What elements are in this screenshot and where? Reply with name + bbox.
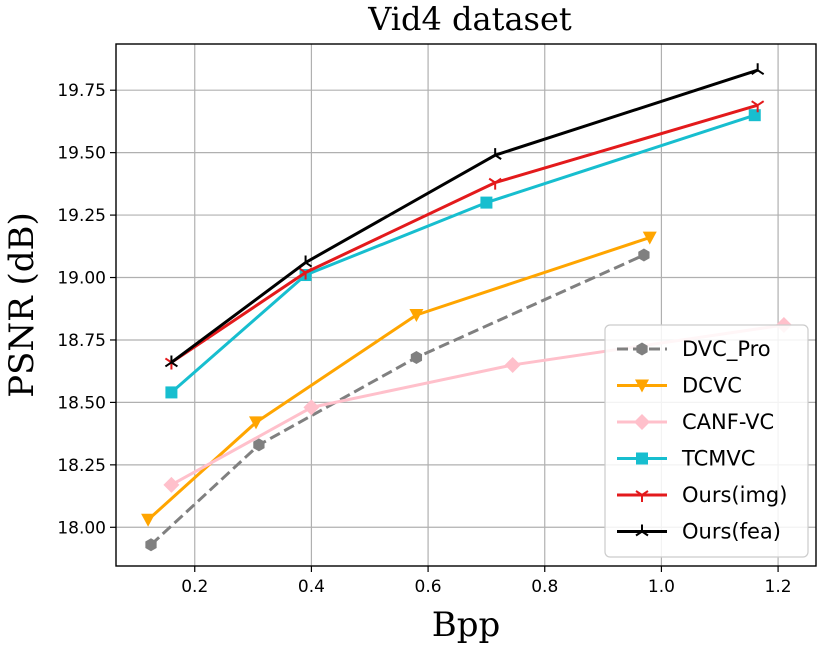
dvc-pro-point (638, 248, 650, 262)
series-ours-fea (164, 63, 765, 368)
y-tick-label: 19.75 (57, 81, 106, 101)
y-tick-label: 19.00 (57, 269, 106, 289)
ours-img-line (170, 103, 759, 364)
dcvc-point (642, 231, 657, 245)
ours-img-point (488, 177, 502, 190)
legend-marker (636, 452, 648, 465)
y-tick-label: 18.75 (57, 331, 106, 351)
plot-frame (115, 43, 817, 567)
chart-title: Vid4 dataset (367, 0, 572, 38)
dvc-pro-point (253, 438, 265, 452)
x-tick-label: 0.2 (181, 577, 208, 597)
x-axis-label: Bpp (432, 605, 501, 645)
axis-ticks: 0.2 0.4 0.6 0.8 1.0 1.2 18.00 18.25 18.50 18.75 19… (57, 81, 791, 597)
y-axis-label: PSNR (dB) (2, 212, 42, 398)
y-tick-label: 19.25 (57, 206, 106, 226)
ours-fea-point (164, 355, 178, 368)
tcmvc-point (480, 196, 493, 209)
legend-label: Ours(img) (682, 483, 787, 507)
legend-entry-dcvc: DCVC (617, 374, 742, 398)
legend-box (604, 324, 809, 558)
dvc-pro-line (149, 253, 645, 546)
ours-fea-line (170, 68, 759, 364)
legend-entry-canf-vc: CANF-VC (617, 410, 774, 434)
legend-entry-ours-img: Ours(img) (617, 483, 787, 507)
tcmvc-line (170, 113, 756, 394)
series-layer (141, 63, 792, 552)
ours-img-point (751, 100, 765, 113)
ours-fea-point (299, 255, 313, 268)
legend-entry-dvc-pro: DVC_Pro (617, 337, 771, 362)
legend-marker (635, 490, 649, 502)
canf-vc-point (303, 399, 320, 416)
dcvc-line (147, 236, 651, 521)
dcvc-point (249, 416, 263, 430)
legend-marker (636, 342, 648, 356)
legend-label: Ours(fea) (682, 520, 781, 544)
dcvc-point (409, 308, 424, 322)
x-tick-label: 0.8 (531, 577, 558, 597)
canf-vc-point (163, 476, 180, 493)
canf-vc-point (504, 356, 521, 373)
y-tick-label: 18.00 (57, 518, 106, 538)
tcmvc-point (748, 109, 761, 122)
legend-marker (634, 414, 650, 430)
ours-fea-point (488, 148, 502, 160)
x-tick-label: 1.0 (648, 577, 675, 597)
ours-img-point (299, 267, 313, 280)
dvc-pro-point (410, 350, 423, 364)
legend-label: TCMVC (681, 447, 755, 471)
legend-entry-tcmvc: TCMVC (617, 447, 755, 471)
dvc-pro-point (145, 538, 157, 552)
x-tick-label: 0.4 (298, 577, 325, 597)
ours-fea-point (751, 63, 765, 76)
series-dvc-pro (145, 248, 650, 552)
legend-marker (635, 524, 649, 537)
y-tick-label: 18.25 (57, 456, 106, 476)
legend-label: DVC_Pro (682, 337, 771, 362)
legend-label: CANF-VC (682, 410, 774, 434)
tcmvc-point (165, 386, 178, 399)
legend-marker (635, 379, 649, 393)
legend: DVC_Pro DCVC CANF-VC TCMVC Ours(img) Ours(fea… (604, 324, 809, 558)
x-tick-label: 1.2 (765, 577, 792, 597)
x-tick-label: 0.6 (415, 577, 442, 597)
series-dcvc (141, 231, 657, 527)
dcvc-point (141, 513, 156, 527)
y-tick-label: 18.50 (57, 393, 106, 413)
legend-entry-ours-fea: Ours(fea) (617, 520, 781, 544)
y-tick-label: 19.50 (57, 144, 106, 164)
legend-label: DCVC (682, 374, 742, 398)
series-tcmvc (165, 109, 761, 399)
